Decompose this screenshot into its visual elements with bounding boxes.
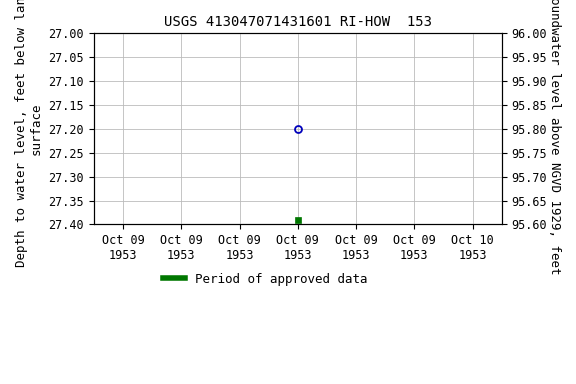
Legend: Period of approved data: Period of approved data	[158, 268, 373, 291]
Y-axis label: Depth to water level, feet below land
surface: Depth to water level, feet below land su…	[15, 0, 43, 268]
Title: USGS 413047071431601 RI-HOW  153: USGS 413047071431601 RI-HOW 153	[164, 15, 432, 29]
Y-axis label: Groundwater level above NGVD 1929, feet: Groundwater level above NGVD 1929, feet	[548, 0, 561, 275]
